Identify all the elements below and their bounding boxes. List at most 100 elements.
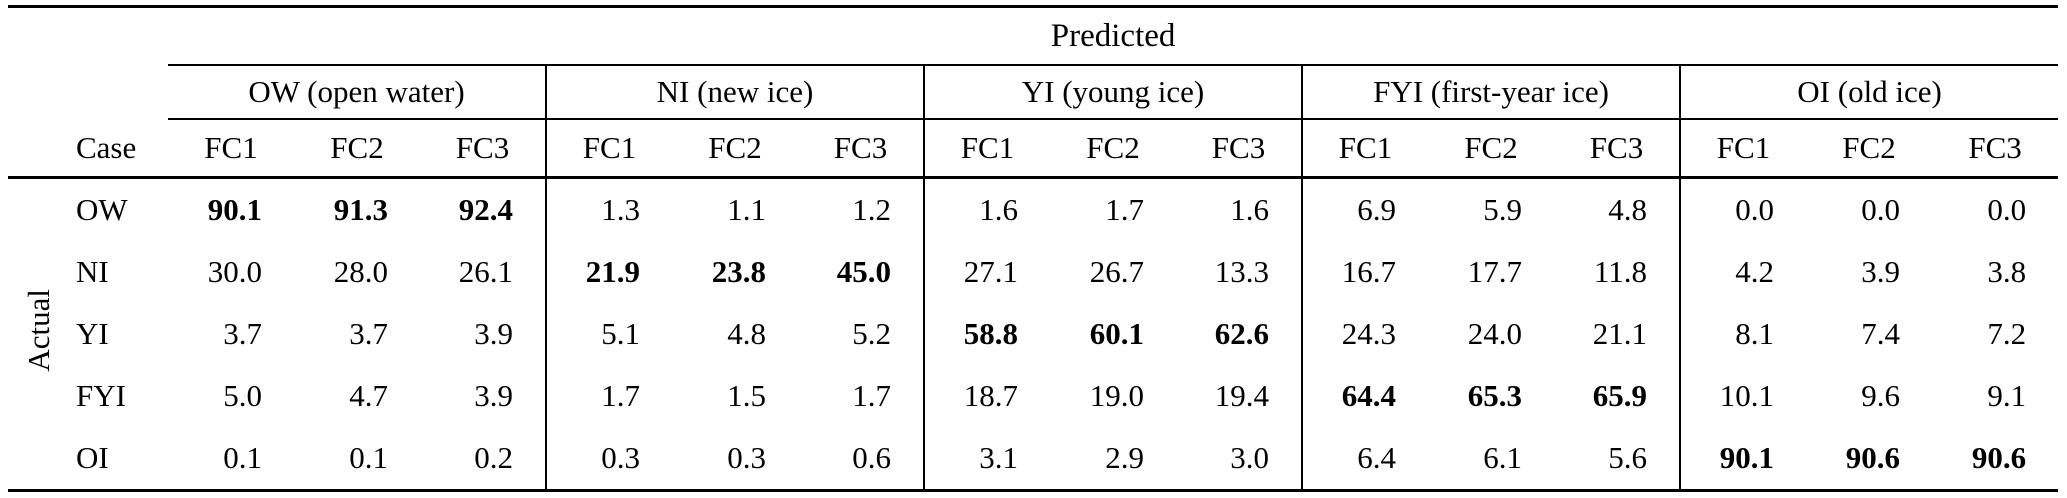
value-cell: 92.4 <box>458 192 513 227</box>
value-cell: 27.1 <box>923 241 1050 303</box>
value-cell: 0.0 <box>1861 192 1900 227</box>
subcolumn-header-row: Case FC1 FC2 FC3 FC1 FC2 FC3 FC1 FC2 FC3… <box>8 119 2059 179</box>
value-cell: 5.0 <box>223 378 262 413</box>
header-spacer <box>8 119 68 179</box>
group-header-ni: NI (new ice) <box>545 65 924 120</box>
subcol-header-fc1: FC1 <box>1301 119 1428 179</box>
value-cell: 1.6 <box>1230 192 1269 227</box>
value-cell: 91.3 <box>333 192 388 227</box>
group-header-oi: OI (old ice) <box>1678 65 2059 120</box>
value-cell: 3.9 <box>1861 254 1900 289</box>
row-case-label: NI <box>76 254 109 289</box>
row-case-label: OW <box>76 192 128 227</box>
subcol-header-fc3: FC3 <box>420 119 546 179</box>
value-cell: 90.1 <box>207 192 262 227</box>
value-cell: 0.1 <box>168 427 294 492</box>
value-cell: 26.1 <box>458 254 513 289</box>
value-cell: 21.9 <box>545 241 672 303</box>
value-cell: 3.7 <box>223 316 262 351</box>
value-cell: 17.7 <box>1467 254 1522 289</box>
value-cell: 0.0 <box>1679 177 1806 241</box>
value-cell: 10.1 <box>1679 365 1806 427</box>
row-case-label: FYI <box>76 378 126 413</box>
value-cell: 1.2 <box>852 192 891 227</box>
table-row: Actual OW 90.1 91.3 92.4 1.3 1.1 1.2 1.6 1.7 1.6 6.… <box>8 177 2058 492</box>
row-case-label: YI <box>76 316 109 351</box>
table-row: NI 30.0 28.0 26.1 21.9 23.8 45.0 27.1 26.7 13.3 16… <box>8 241 2058 303</box>
subcol-header-fc3: FC3 <box>798 119 924 179</box>
value-cell: 13.3 <box>1214 254 1269 289</box>
value-cell: 9.6 <box>1861 378 1900 413</box>
value-cell: 4.8 <box>727 316 766 351</box>
subcol-header-fc3: FC3 <box>1176 119 1302 179</box>
subcol-header-fc1: FC1 <box>1679 119 1806 179</box>
group-header-yi: YI (young ice) <box>923 65 1302 120</box>
value-cell: 3.9 <box>474 316 513 351</box>
value-cell: 18.7 <box>923 365 1050 427</box>
table-body: Actual OW 90.1 91.3 92.4 1.3 1.1 1.2 1.6 1.7 1.6 6.… <box>8 177 2059 492</box>
subcol-header-fc1: FC1 <box>545 119 672 179</box>
value-cell: 26.7 <box>1089 254 1144 289</box>
value-cell: 0.1 <box>294 427 420 492</box>
table-row: YI 3.7 3.7 3.9 5.1 4.8 5.2 58.8 60.1 62.6 24.3 24.0… <box>8 303 2058 365</box>
value-cell: 45.0 <box>836 254 891 289</box>
value-cell: 11.8 <box>1593 254 1647 289</box>
value-cell: 1.7 <box>852 378 891 413</box>
subcol-header-fc2: FC2 <box>672 119 798 179</box>
actual-axis-label: Actual <box>20 288 56 372</box>
value-cell: 16.7 <box>1301 241 1428 303</box>
value-cell: 8.1 <box>1679 303 1806 365</box>
value-cell: 65.3 <box>1467 378 1522 413</box>
value-cell: 58.8 <box>923 303 1050 365</box>
subcol-header-fc2: FC2 <box>294 119 420 179</box>
subcol-header-fc2: FC2 <box>1050 119 1176 179</box>
value-cell: 7.2 <box>1987 316 2027 351</box>
value-cell: 4.7 <box>349 378 388 413</box>
subcol-header-fc3: FC3 <box>1554 119 1680 179</box>
value-cell: 1.7 <box>545 365 672 427</box>
value-cell: 6.4 <box>1301 427 1428 492</box>
value-cell: 3.9 <box>474 378 513 413</box>
value-cell: 0.3 <box>672 427 798 492</box>
value-cell: 90.1 <box>1679 427 1806 492</box>
predicted-header-row: Predicted <box>8 5 2059 66</box>
value-cell: 0.0 <box>1987 192 2027 227</box>
table-header: Predicted OW (open water) NI (new ice) Y… <box>8 5 2059 179</box>
value-cell: 1.3 <box>545 177 672 241</box>
table-row: OI 0.1 0.1 0.2 0.3 0.3 0.6 3.1 2.9 3.0 6.4 6.1 5.6 90… <box>8 427 2059 492</box>
value-cell: 24.3 <box>1301 303 1428 365</box>
confusion-matrix-table: Predicted OW (open water) NI (new ice) Y… <box>8 5 2059 492</box>
header-spacer <box>8 65 168 119</box>
value-cell: 3.0 <box>1176 427 1302 492</box>
value-cell: 4.8 <box>1608 192 1647 227</box>
actual-axis-label-cell: Actual <box>8 177 68 492</box>
value-cell: 3.7 <box>349 316 388 351</box>
table-row: FYI 5.0 4.7 3.9 1.7 1.5 1.7 18.7 19.0 19.4 64.4 65.… <box>8 365 2058 427</box>
value-cell: 0.2 <box>420 427 546 492</box>
value-cell: 0.6 <box>798 427 924 492</box>
predicted-axis-label: Predicted <box>168 5 2059 66</box>
value-cell: 90.6 <box>1806 427 1932 492</box>
value-cell: 62.6 <box>1214 316 1269 351</box>
value-cell: 3.8 <box>1987 254 2027 289</box>
row-case-label: OI <box>68 427 168 492</box>
value-cell: 5.2 <box>852 316 891 351</box>
value-cell: 5.6 <box>1554 427 1680 492</box>
value-cell: 28.0 <box>333 254 388 289</box>
value-cell: 3.1 <box>923 427 1050 492</box>
subcol-header-fc3: FC3 <box>1932 119 2059 179</box>
value-cell: 30.0 <box>207 254 262 289</box>
value-cell: 5.9 <box>1483 192 1522 227</box>
value-cell: 5.1 <box>545 303 672 365</box>
value-cell: 2.9 <box>1050 427 1176 492</box>
value-cell: 19.4 <box>1214 378 1269 413</box>
value-cell: 24.0 <box>1467 316 1522 351</box>
value-cell: 23.8 <box>711 254 766 289</box>
value-cell: 1.7 <box>1105 192 1144 227</box>
group-header-ow: OW (open water) <box>168 65 546 120</box>
value-cell: 1.1 <box>727 192 766 227</box>
value-cell: 90.6 <box>1932 427 2059 492</box>
subcol-header-fc1: FC1 <box>923 119 1050 179</box>
value-cell: 0.3 <box>545 427 672 492</box>
